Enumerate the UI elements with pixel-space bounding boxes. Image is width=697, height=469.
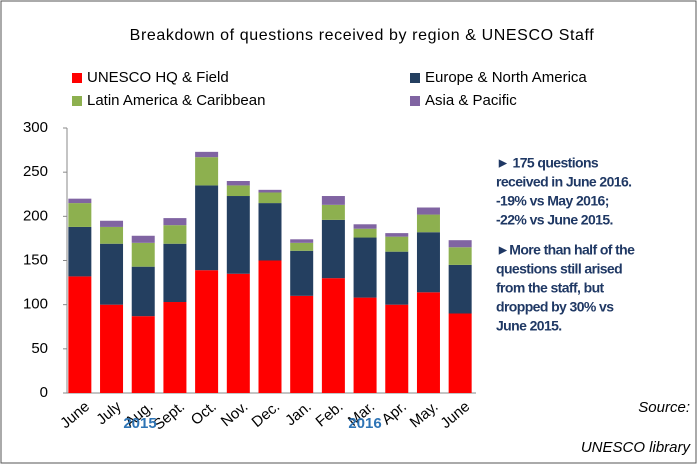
bar-segment (131, 235, 155, 243)
legend-swatch (72, 96, 82, 106)
bar-segment (258, 192, 282, 204)
legend-label: Latin America & Caribbean (87, 92, 265, 109)
bar-segment (448, 247, 472, 265)
y-tick-label: 150 (23, 251, 48, 268)
bar-segment (163, 218, 187, 226)
annotation: -22% vs June 2015. (496, 212, 613, 228)
bar-segment (385, 236, 409, 252)
bar-segment (448, 264, 472, 314)
annotation: dropped by 30% vs (496, 299, 614, 315)
bar-segment (100, 243, 124, 305)
annotation: -19% vs May 2016; (496, 193, 609, 209)
bar-segment (258, 189, 282, 193)
y-tick-label: 250 (23, 163, 48, 180)
y-tick-label: 100 (23, 296, 48, 313)
bar-segment (321, 196, 345, 205)
bar-segment (353, 224, 377, 229)
bar-segment (321, 278, 345, 393)
bar-segment (290, 239, 314, 243)
bar-segment (258, 203, 282, 261)
bar-segment (416, 292, 440, 393)
bar-segment (195, 151, 219, 158)
bar-segment (131, 242, 155, 267)
bar-segment (321, 219, 345, 279)
bar-segment (163, 302, 187, 393)
bar-segment (226, 181, 250, 186)
source: Source: (638, 399, 690, 416)
bar-segment (163, 243, 187, 303)
bar-segment (68, 203, 92, 227)
bar-segment (68, 276, 92, 393)
bar-segment (353, 297, 377, 393)
bar-segment (290, 250, 314, 296)
year-label: 2015 (123, 415, 156, 432)
bar-segment (385, 251, 409, 305)
y-tick-label: 300 (23, 119, 48, 136)
bar-segment (226, 273, 250, 393)
bar-segment (131, 316, 155, 393)
bar-segment (131, 266, 155, 317)
bar-segment (353, 237, 377, 298)
bar-segment (416, 207, 440, 215)
bar-segment (68, 226, 92, 277)
bar-segment (385, 233, 409, 237)
bar-segment (195, 157, 219, 186)
annotation: received in June 2016. (496, 174, 631, 190)
bar-segment (100, 304, 124, 393)
bar-segment (258, 260, 282, 393)
y-tick-label: 0 (40, 384, 48, 401)
bar-segment (385, 304, 409, 393)
bar-segment (321, 204, 345, 220)
annotation: June 2015. (496, 318, 562, 334)
source: UNESCO library (581, 439, 692, 456)
y-tick-label: 50 (31, 340, 48, 357)
legend-swatch (410, 96, 420, 106)
bar-segment (100, 220, 124, 227)
bar-segment (448, 313, 472, 393)
bar-segment (416, 214, 440, 233)
bar-segment (195, 270, 219, 393)
annotation: ► 175 questions (496, 155, 599, 171)
legend-label: Asia & Pacific (425, 92, 517, 109)
annotation: from the staff, but (496, 280, 605, 296)
bar-segment (163, 225, 187, 244)
bar-segment (226, 196, 250, 274)
annotation: ►More than half of the (496, 242, 635, 258)
bar-segment (290, 295, 314, 393)
bar-segment (353, 228, 377, 238)
bar-segment (226, 185, 250, 197)
y-tick-label: 200 (23, 207, 48, 224)
bar-segment (195, 185, 219, 271)
legend-swatch (410, 73, 420, 83)
legend-swatch (72, 73, 82, 83)
annotation: questions still arised (496, 261, 622, 277)
bar-segment (100, 226, 124, 244)
bar-segment (416, 232, 440, 293)
chart-title: Breakdown of questions received by regio… (130, 27, 595, 44)
legend-label: Europe & North America (425, 69, 587, 86)
legend-label: UNESCO HQ & Field (87, 69, 229, 86)
bar-segment (290, 242, 314, 251)
year-label: 2016 (348, 415, 381, 432)
bar-segment (68, 198, 92, 204)
bar-segment (448, 240, 472, 248)
